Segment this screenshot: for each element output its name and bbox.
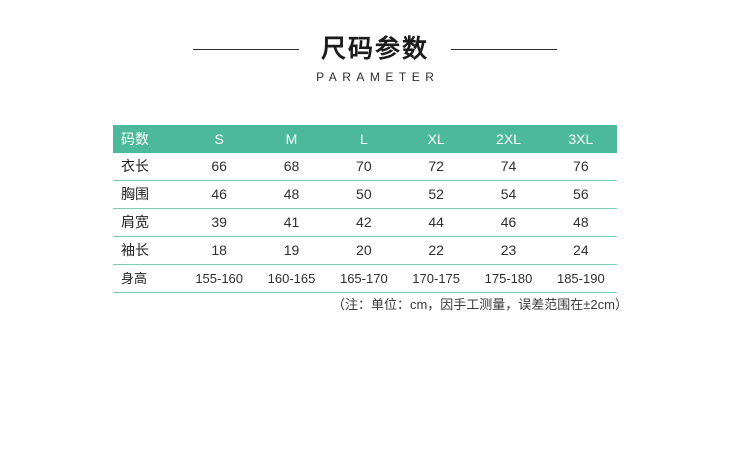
column-header-s: S [183, 125, 256, 153]
table-row: 胸围 46 48 50 52 54 56 [113, 180, 617, 209]
cell-height-2xl: 175-180 [472, 264, 545, 293]
cell-length-m: 68 [255, 153, 328, 181]
table-body: 衣长 66 68 70 72 74 76 胸围 46 48 50 52 54 5… [113, 153, 617, 293]
column-header-m: M [255, 125, 328, 153]
column-header-xl: XL [400, 125, 473, 153]
table-row: 肩宽 39 41 42 44 46 48 [113, 208, 617, 237]
table-row: 袖长 18 19 20 22 23 24 [113, 236, 617, 265]
size-table-container: 码数 S M L XL 2XL 3XL 衣长 66 68 70 72 74 [113, 125, 617, 293]
cell-height-l: 165-170 [327, 264, 400, 293]
row-label-bust: 胸围 [113, 180, 184, 209]
cell-height-3xl: 185-190 [544, 264, 617, 293]
table-row: 身高 155-160 160-165 165-170 170-175 175-1… [113, 264, 617, 293]
cell-sleeve-xl: 22 [400, 236, 473, 265]
cell-shoulder-2xl: 46 [472, 208, 545, 237]
cell-height-xl: 170-175 [400, 264, 473, 293]
cell-height-s: 155-160 [183, 264, 256, 293]
size-table: 码数 S M L XL 2XL 3XL 衣长 66 68 70 72 74 [113, 125, 617, 293]
cell-sleeve-s: 18 [183, 236, 256, 265]
row-label-sleeve: 袖长 [113, 236, 184, 265]
cell-bust-l: 50 [327, 180, 400, 209]
row-label-height: 身高 [113, 264, 184, 293]
page-subtitle: PARAMETER [316, 70, 440, 84]
row-label-length: 衣长 [113, 153, 184, 181]
column-header-2xl: 2XL [472, 125, 545, 153]
cell-bust-3xl: 56 [544, 180, 617, 209]
cell-length-l: 70 [327, 153, 400, 181]
page-title: 尺码参数 [320, 35, 429, 63]
title-row: 尺码参数 [0, 34, 750, 64]
cell-sleeve-m: 19 [255, 236, 328, 265]
cell-bust-xl: 52 [400, 180, 473, 209]
cell-length-s: 66 [183, 153, 256, 181]
cell-shoulder-m: 41 [255, 208, 328, 237]
cell-sleeve-l: 20 [327, 236, 400, 265]
cell-bust-2xl: 54 [472, 180, 545, 209]
column-header-size-label: 码数 [113, 125, 184, 153]
row-label-shoulder: 肩宽 [113, 208, 184, 237]
measurement-footnote: （注：单位：cm，因手工测量，误差范围在±2cm） [331, 297, 628, 312]
page-header: 尺码参数 PARAMETER [0, 34, 750, 84]
cell-bust-s: 46 [183, 180, 256, 209]
cell-sleeve-2xl: 23 [472, 236, 545, 265]
cell-shoulder-3xl: 48 [544, 208, 617, 237]
cell-sleeve-3xl: 24 [544, 236, 617, 265]
cell-length-3xl: 76 [544, 153, 617, 181]
cell-length-2xl: 74 [472, 153, 545, 181]
cell-bust-m: 48 [255, 180, 328, 209]
cell-shoulder-s: 39 [183, 208, 256, 237]
cell-height-m: 160-165 [255, 264, 328, 293]
cell-length-xl: 72 [400, 153, 473, 181]
cell-shoulder-l: 42 [327, 208, 400, 237]
table-header: 码数 S M L XL 2XL 3XL [113, 125, 617, 153]
table-row: 衣长 66 68 70 72 74 76 [113, 153, 617, 181]
column-header-l: L [327, 125, 400, 153]
column-header-3xl: 3XL [544, 125, 617, 153]
title-rule-right-decoration [451, 48, 557, 50]
table-header-row: 码数 S M L XL 2XL 3XL [113, 125, 617, 153]
cell-shoulder-xl: 44 [400, 208, 473, 237]
title-rule-left-decoration [192, 48, 299, 50]
